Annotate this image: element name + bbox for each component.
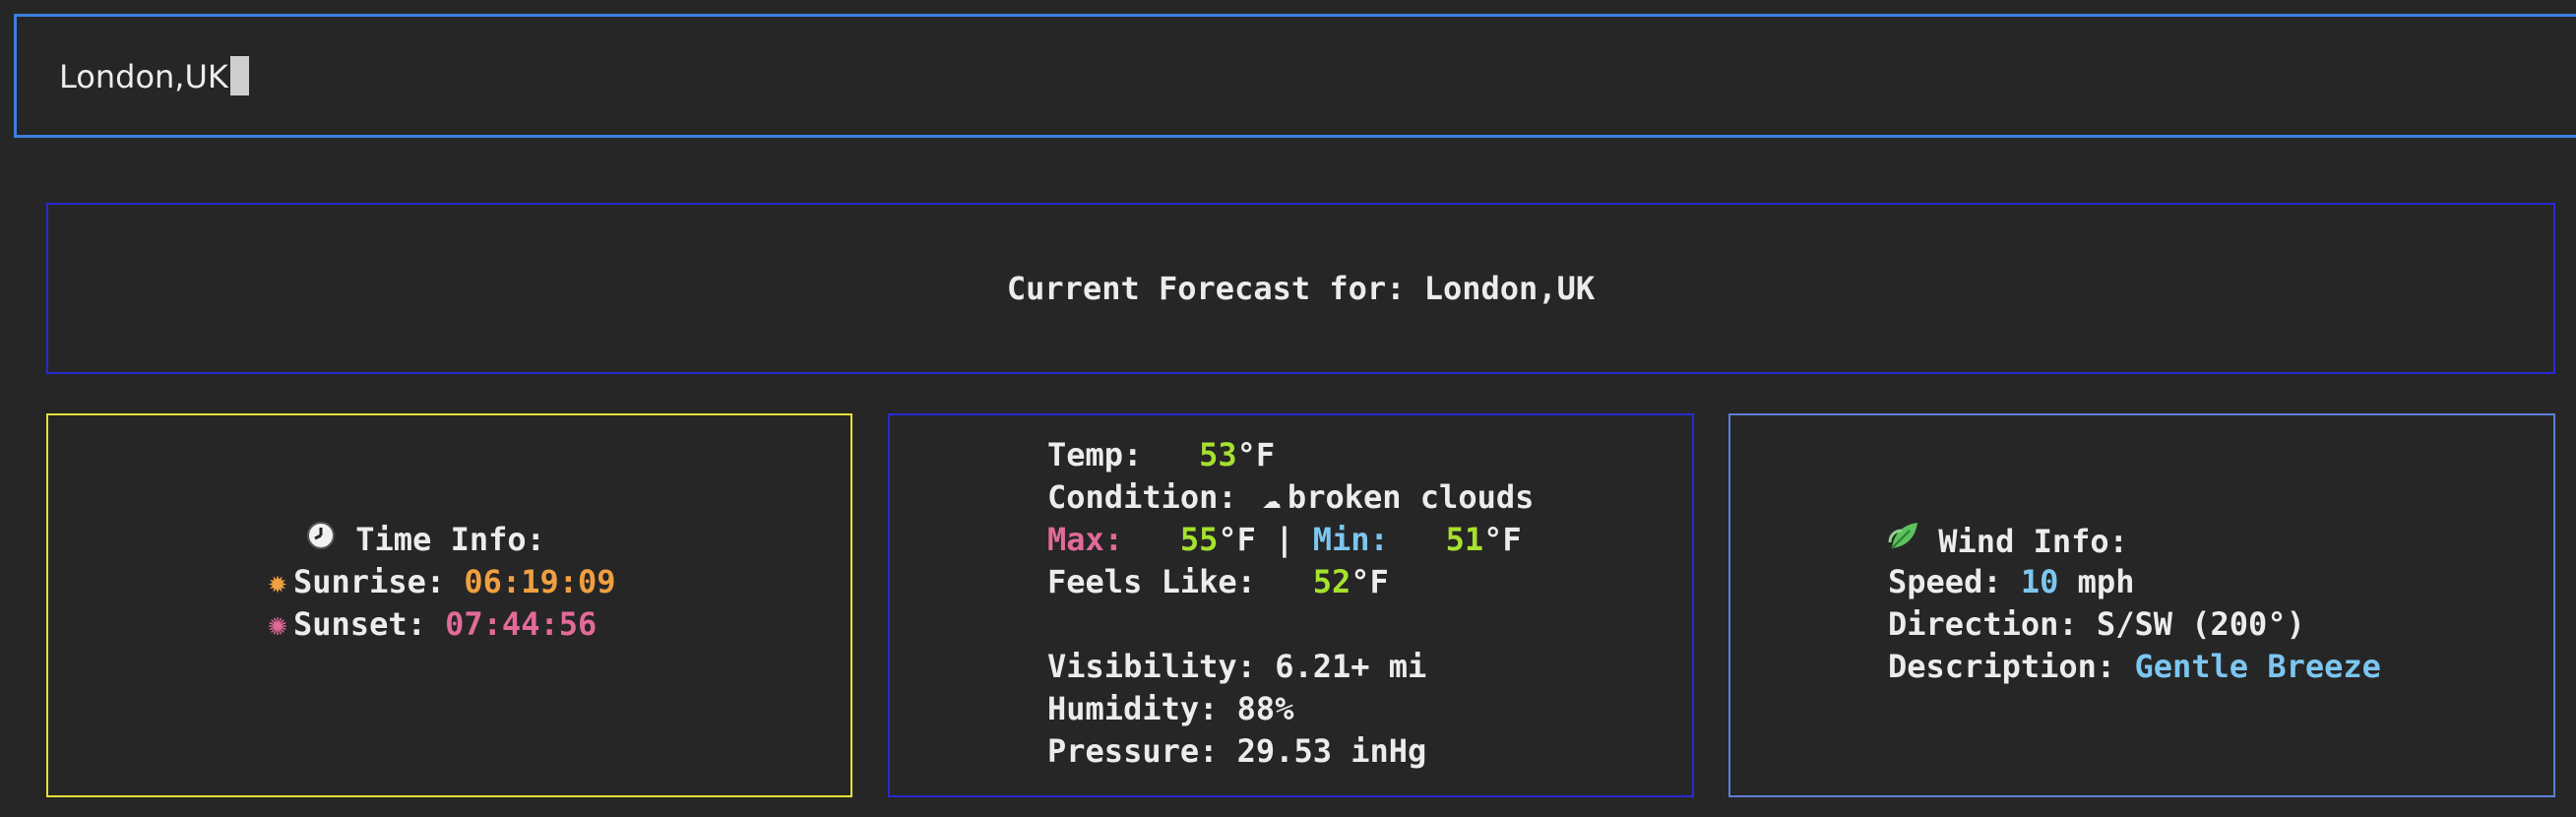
sunrise-value: 06:19:09 xyxy=(464,563,616,600)
temp-unit: °F xyxy=(1236,436,1276,473)
min-value: 51 xyxy=(1445,521,1484,558)
forecast-header: Current Forecast for: London,UK xyxy=(46,203,2555,374)
wind-info-panel: Wind Info: Speed: 10 mph Direction: S/SW… xyxy=(1728,413,2555,797)
wind-description-value: Gentle Breeze xyxy=(2134,648,2381,685)
wind-description-label: Description: xyxy=(1888,648,2116,685)
feels-like-unit: °F xyxy=(1351,563,1389,600)
condition-label: Condition: xyxy=(1047,478,1237,516)
wind-speed-row: Speed: 10 mph xyxy=(1888,561,2134,603)
min-label: Min: xyxy=(1312,521,1389,558)
forecast-title: Current Forecast for: London,UK xyxy=(1006,270,1596,307)
wind-description-row: Description: Gentle Breeze xyxy=(1888,646,2381,688)
clock-icon xyxy=(305,519,337,561)
max-value: 55 xyxy=(1179,521,1219,558)
sunset-value: 07:44:56 xyxy=(445,605,597,643)
sunrise-label: Sunrise: xyxy=(293,563,446,600)
wind-heading-row: Wind Info: xyxy=(1888,519,2128,563)
temp-row: Temp: 53°F xyxy=(1047,434,1275,476)
sun-icon: ✹ xyxy=(268,563,287,600)
cloud-icon: ☁ xyxy=(1262,478,1282,516)
wind-speed-value: 10 xyxy=(2020,563,2059,600)
temp-label: Temp: xyxy=(1047,436,1143,473)
pressure-row: Pressure: 29.53 inHg xyxy=(1047,732,1427,770)
feels-like-label: Feels Like: xyxy=(1047,563,1256,600)
wind-speed-unit: mph xyxy=(2077,563,2135,600)
visibility-row: Visibility: 6.21+ mi xyxy=(1047,648,1427,685)
wind-speed-label: Speed: xyxy=(1888,563,2002,600)
feels-like-row: Feels Like: 52°F xyxy=(1047,561,1389,603)
location-search-input[interactable]: London,UK xyxy=(14,14,2576,138)
wind-direction-row: Direction: S/SW (200°) xyxy=(1888,605,2305,643)
weather-details-panel: Temp: 53°F Condition: ☁ broken clouds Max… xyxy=(888,413,1694,797)
min-unit: °F xyxy=(1483,521,1522,558)
sunrise-row: ✹ Sunrise: 06:19:09 xyxy=(262,561,616,603)
search-text: London,UK xyxy=(59,56,249,95)
sunset-icon: ✺ xyxy=(268,605,287,643)
time-info-heading: Time Info: xyxy=(355,521,545,558)
sunset-row: ✺ Sunset: 07:44:56 xyxy=(262,603,597,646)
condition-row: Condition: ☁ broken clouds xyxy=(1047,476,1534,519)
max-unit: °F xyxy=(1218,521,1256,558)
search-value: London,UK xyxy=(59,58,228,95)
max-min-row: Max: 55°F | Min: 51°F xyxy=(1047,519,1522,561)
condition-value: broken clouds xyxy=(1287,478,1535,516)
temp-value: 53 xyxy=(1199,436,1237,473)
humidity-row: Humidity: 88% xyxy=(1047,690,1294,727)
max-min-separator: | xyxy=(1275,521,1294,558)
text-cursor xyxy=(229,56,249,95)
leaf-icon xyxy=(1888,519,1919,563)
time-info-panel: Time Info: ✹ Sunrise: 06:19:09 ✺ Sunset: 0… xyxy=(46,413,852,797)
feels-like-value: 52 xyxy=(1312,563,1351,600)
sunset-label: Sunset: xyxy=(293,605,426,643)
time-info-heading-row: Time Info: xyxy=(305,519,545,561)
wind-heading: Wind Info: xyxy=(1938,523,2128,560)
max-label: Max: xyxy=(1047,521,1124,558)
